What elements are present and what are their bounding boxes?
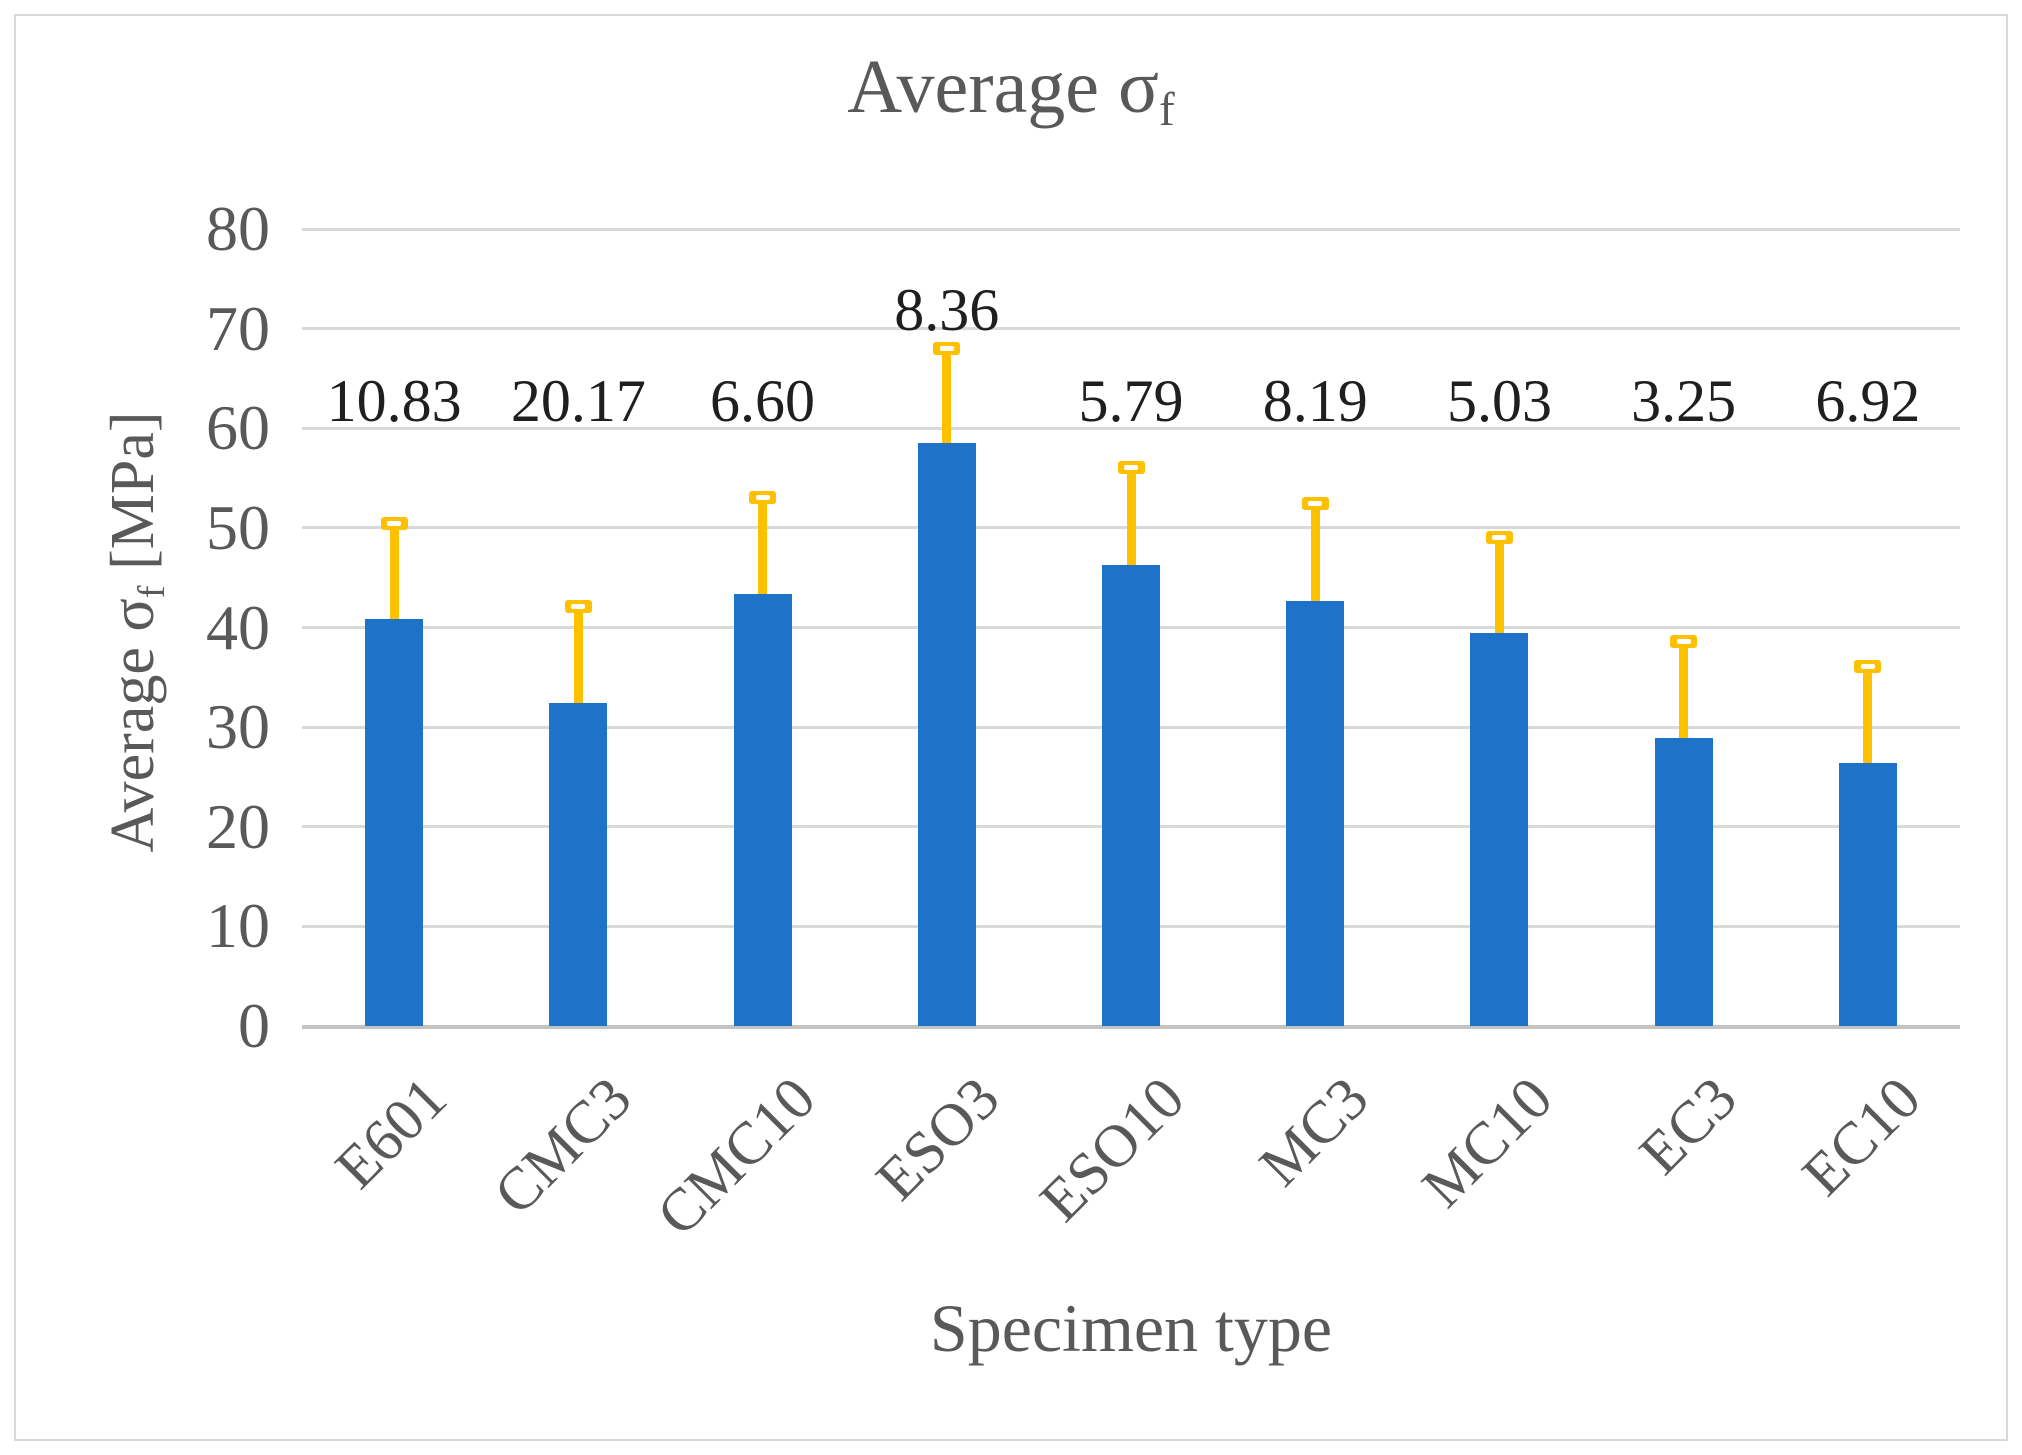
y-tick-label-20: 20: [206, 790, 270, 862]
bar-MC10: [1470, 633, 1529, 1026]
y-tick-label-80: 80: [206, 193, 270, 264]
error-bar-cap-slot-EC3: [1676, 639, 1691, 645]
y-tick-label-40: 40: [206, 591, 270, 663]
data-label-ESO3: 8.36: [894, 276, 1000, 343]
x-tick-label-MC3: MC3: [1246, 1064, 1381, 1199]
error-bar-stem-ESO10: [1126, 471, 1136, 565]
error-bar-cap-slot-E601: [387, 520, 402, 526]
error-bar-stem-CMC10: [758, 501, 768, 594]
x-tick-label-CMC10: CMC10: [644, 1064, 828, 1249]
data-label-E601: 10.83: [326, 368, 462, 435]
x-tick-label-CMC3: CMC3: [481, 1064, 644, 1227]
bar-E601: [365, 618, 424, 1026]
y-tick-label-50: 50: [206, 491, 270, 563]
chart-title-text: Average σ: [847, 45, 1159, 129]
x-tick-label-MC10: MC10: [1409, 1064, 1565, 1220]
x-tick-label-ESO10: ESO10: [1027, 1064, 1197, 1234]
data-label-MC10: 5.03: [1446, 368, 1552, 435]
chart-title: Average σf: [0, 42, 2022, 155]
error-bar-cap-slot-MC3: [1308, 500, 1323, 506]
error-bar-cap-slot-CMC3: [571, 603, 586, 609]
chart-title-subscript: f: [1159, 84, 1175, 137]
error-bar-stem-CMC3: [573, 609, 583, 704]
error-bar-stem-EC3: [1679, 645, 1689, 739]
bar-EC10: [1838, 762, 1897, 1026]
data-label-EC3: 3.25: [1631, 368, 1737, 435]
bar-MC3: [1286, 600, 1345, 1026]
x-tick-label-ESO3: ESO3: [863, 1064, 1013, 1213]
data-label-EC10: 6.92: [1815, 368, 1921, 435]
data-label-ESO10: 5.79: [1078, 368, 1184, 435]
error-bar-stem-E601: [389, 526, 399, 619]
error-bar-cap-slot-ESO3: [939, 345, 954, 351]
bar-CMC3: [549, 703, 608, 1026]
gridline-80: [302, 227, 1960, 231]
error-bar-stem-MC10: [1494, 540, 1504, 634]
error-bar-cap-slot-CMC10: [755, 495, 770, 500]
bar-ESO3: [917, 443, 976, 1026]
y-tick-label-70: 70: [206, 292, 270, 364]
error-bar-stem-EC10: [1863, 670, 1873, 763]
error-bar-cap-slot-EC10: [1860, 664, 1875, 670]
data-label-CMC10: 6.60: [710, 368, 816, 435]
error-bar-stem-MC3: [1310, 506, 1320, 601]
x-tick-label-EC3: EC3: [1626, 1064, 1749, 1187]
x-tick-label-E601: E601: [323, 1064, 460, 1201]
x-axis-line: [302, 1024, 1960, 1029]
bar-CMC10: [733, 593, 792, 1026]
error-bar-stem-ESO3: [942, 351, 952, 444]
y-tick-label-10: 10: [206, 890, 270, 962]
y-tick-label-60: 60: [206, 392, 270, 464]
y-tick-label-0: 0: [238, 990, 270, 1061]
data-label-CMC3: 20.17: [510, 368, 646, 435]
x-tick-label-EC10: EC10: [1789, 1064, 1934, 1208]
bar-EC3: [1654, 738, 1713, 1026]
bar-ESO10: [1102, 564, 1160, 1026]
gridline-70: [302, 327, 1960, 331]
gridline-60: [302, 426, 1960, 430]
x-axis-title: Specimen type: [929, 1290, 1333, 1366]
error-bar-cap-slot-MC10: [1492, 534, 1507, 540]
data-label-MC3: 8.19: [1262, 368, 1368, 435]
y-tick-label-30: 30: [206, 691, 270, 763]
error-bar-cap-slot-ESO10: [1124, 465, 1138, 471]
